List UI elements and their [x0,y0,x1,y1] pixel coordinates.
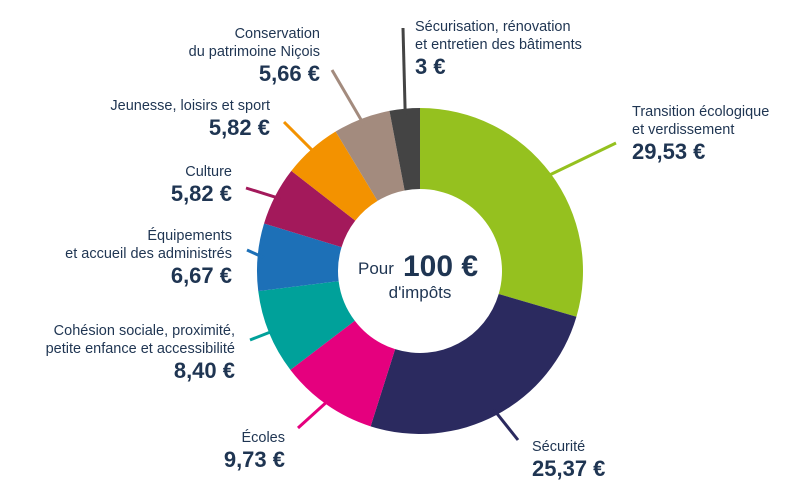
label-value: 9,73 € [224,447,285,472]
label-value: 5,66 € [259,61,320,86]
label-name-line: Écoles [241,429,285,446]
leader-transition-ecologique [544,141,617,179]
label-value: 5,82 € [209,115,270,140]
label-equipements: Équipements et accueil des administrés6,6… [65,227,232,288]
label-securisation-renovation: Sécurisation, rénovation et entretien des… [415,19,582,79]
slice-jeunesse-loisirs-et-sport [291,131,378,221]
leader-securite [492,408,520,441]
center-prefix: Pour [358,259,394,278]
slice-securisation-renovation [389,108,420,191]
leader-equipements [246,248,265,259]
label-transition-ecologique: Transition écologique et verdissement29,5… [632,104,769,164]
center-label: Pour 100 € d'impôts [358,250,478,302]
label-value: 8,40 € [174,358,235,383]
leader-conservation [330,69,366,126]
label-name-line: Transition écologique [632,104,769,120]
label-name-line: petite enfance et accessibilité [46,341,235,357]
center-amount: 100 € [403,250,478,283]
label-value: 29,53 € [632,139,705,164]
label-name-line: et accueil des administrés [65,246,232,262]
label-name-line: Conservation [235,26,320,42]
label-name-line: Équipements [147,227,232,244]
label-value: 6,67 € [171,263,232,288]
label-name-line: Cohésion sociale, proximité, [54,323,235,339]
slice-labels: Transition écologique et verdissement29,5… [46,19,770,481]
leader-securisation-renovation [401,27,407,115]
slice-culture [264,170,356,248]
label-name-line: et entretien des bâtiments [415,37,582,53]
slice-ecoles [290,320,396,427]
label-value: 5,82 € [171,181,232,206]
label-value: 3 € [415,54,446,79]
label-name-line: Jeunesse, loisirs et sport [110,98,270,114]
label-name-line: Culture [185,164,232,180]
label-value: 25,37 € [532,456,605,481]
leader-jeunesse-loisirs-et-sport [282,120,317,155]
leader-lines [245,27,617,441]
label-name-line: et verdissement [632,122,734,138]
leader-culture [245,186,282,201]
center-suffix: d'impôts [389,283,452,302]
label-name-line: Sécurité [532,439,585,455]
slice-securite [370,294,577,434]
slice-conservation [335,110,405,201]
donut-slices [256,108,583,434]
slice-equipements [256,223,342,292]
leader-ecoles [296,398,331,430]
slice-cohesion-sociale-proximite [258,281,355,370]
label-cohesion-sociale-proximite: Cohésion sociale, proximité, petite enfan… [46,323,235,383]
label-name-line: du patrimoine Niçois [189,44,320,60]
slice-transition-ecologique [420,108,583,317]
label-name-line: Sécurisation, rénovation [415,19,571,35]
leader-cohesion-sociale-proximite [249,328,276,342]
